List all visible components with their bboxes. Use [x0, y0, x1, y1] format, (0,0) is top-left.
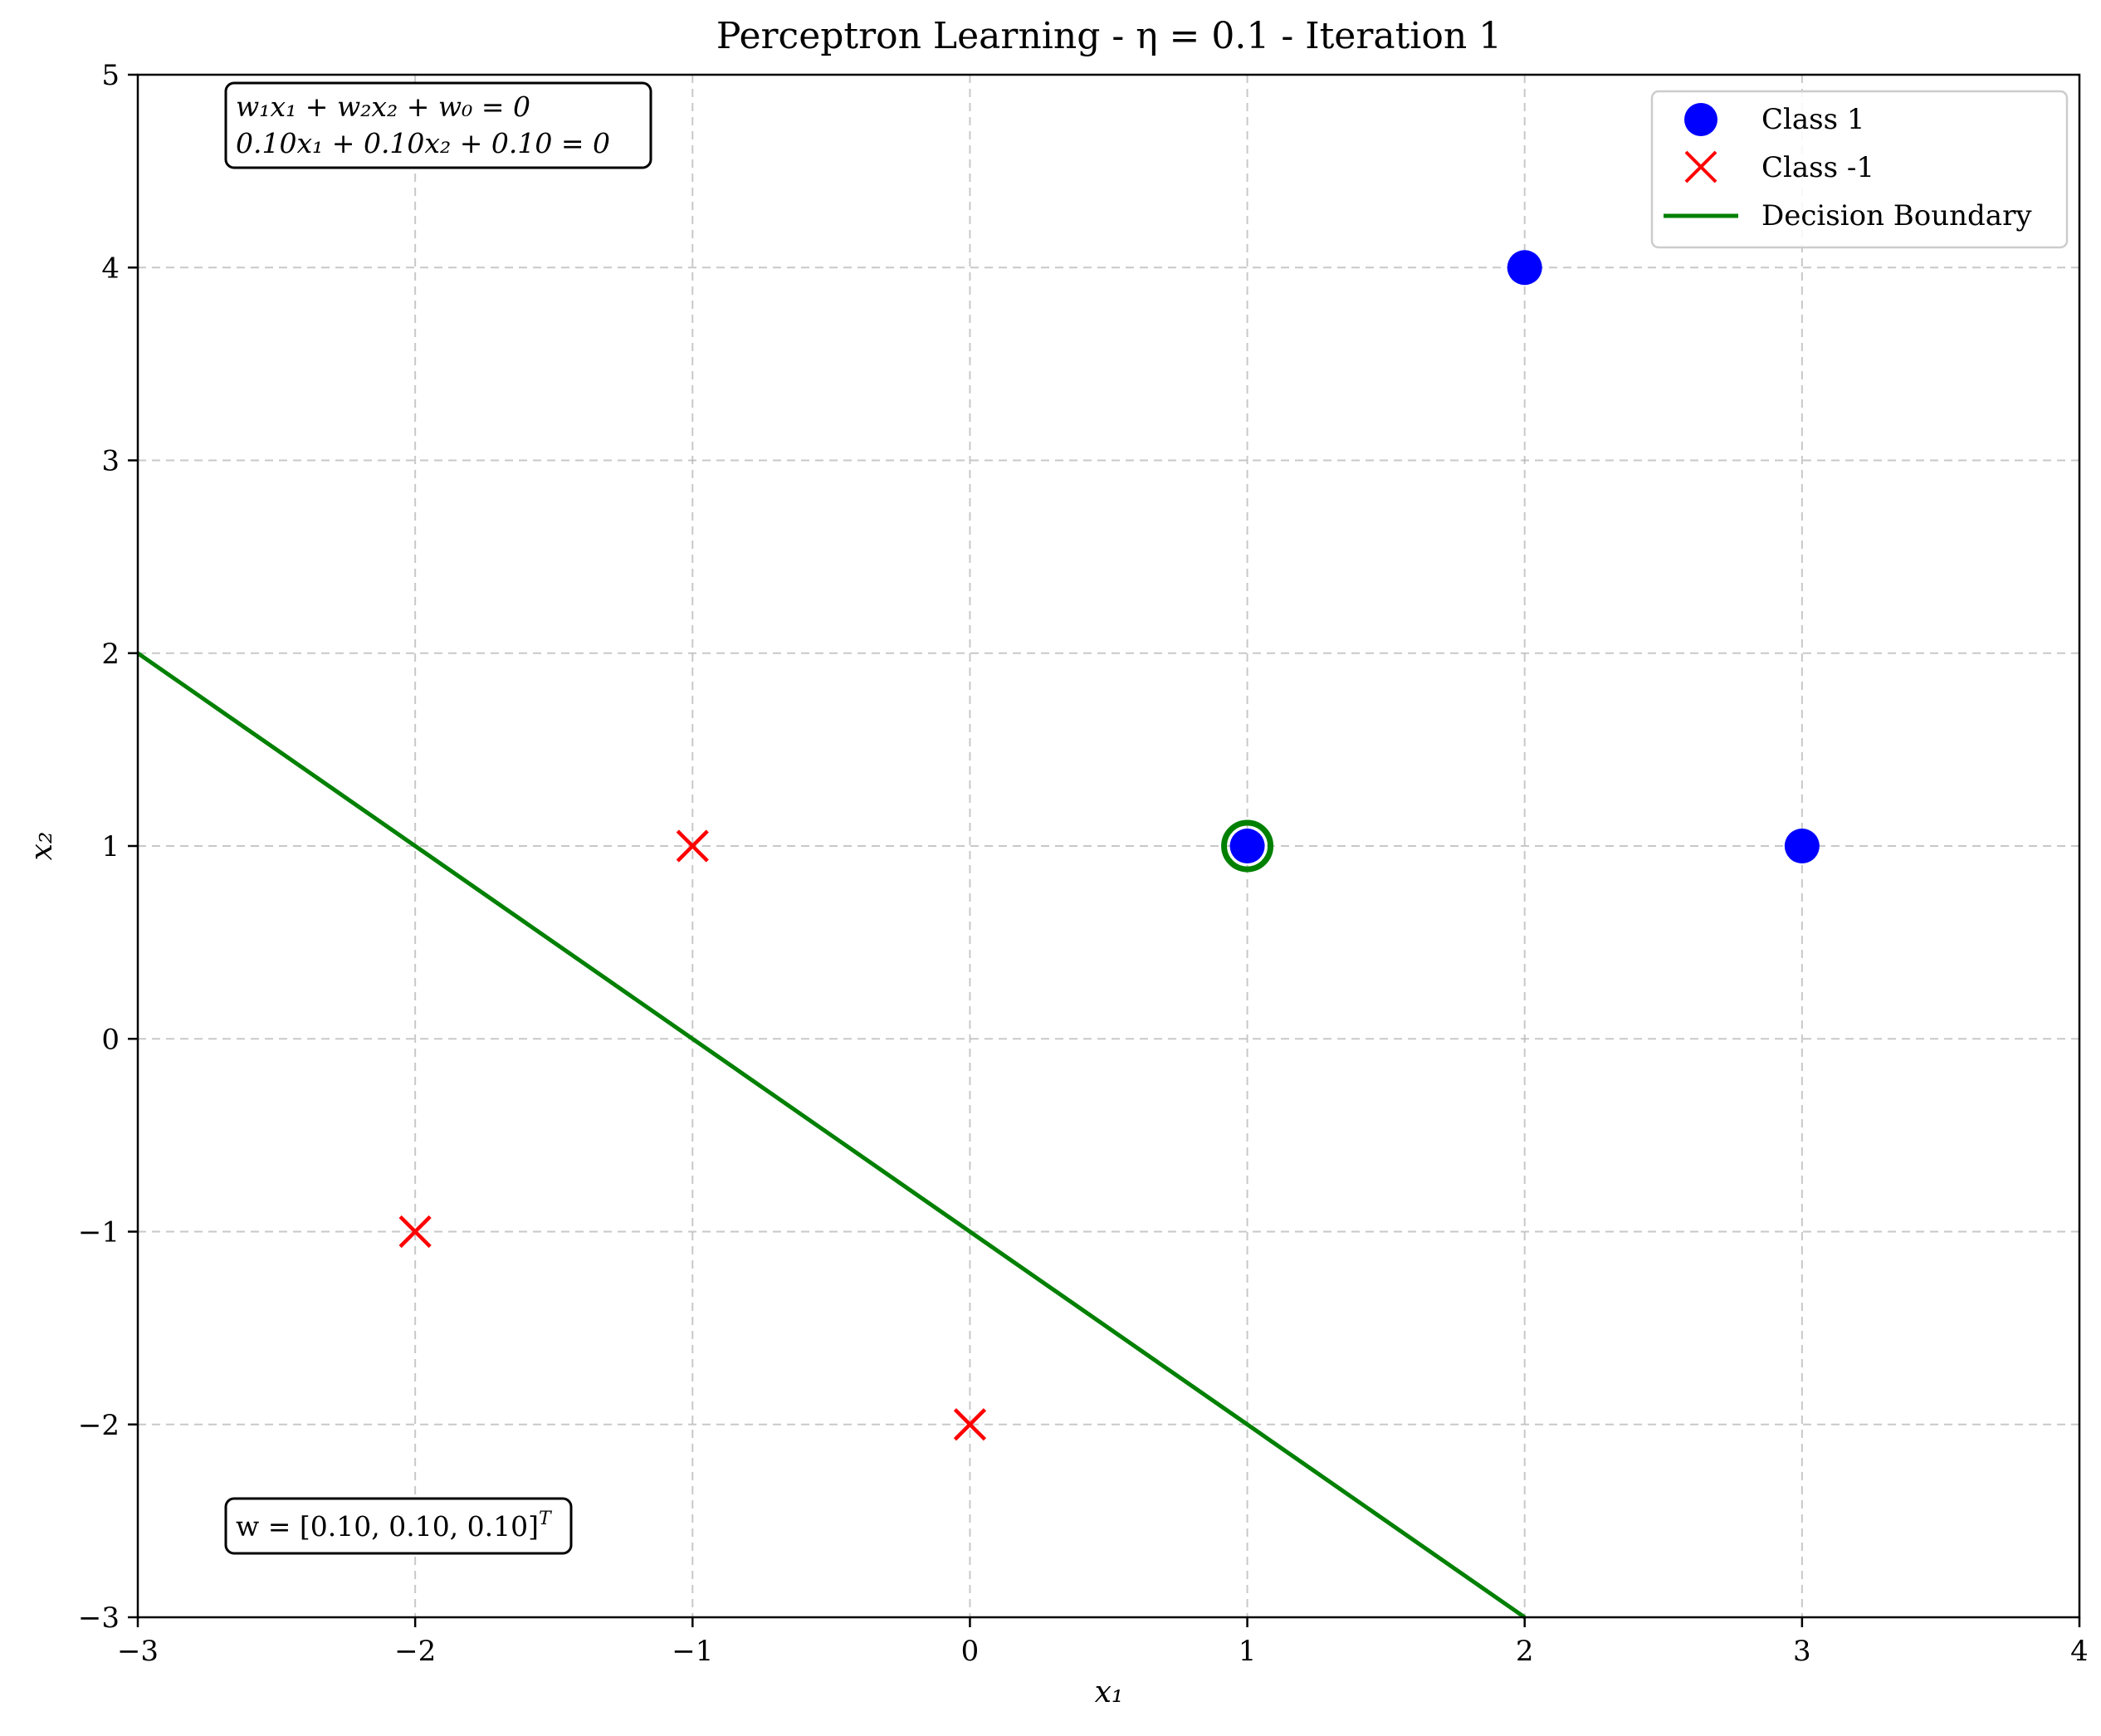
equation-box — [224, 81, 652, 169]
y-tick-label: −3 — [78, 1602, 120, 1635]
x-tick-label: −2 — [394, 1635, 436, 1668]
class1-point — [1784, 829, 1820, 863]
y-tick-label: 4 — [101, 252, 120, 285]
class-neg1-point — [953, 1408, 987, 1441]
weights-box — [224, 1497, 573, 1555]
x-marker-stroke — [676, 829, 709, 863]
class1-point — [1507, 250, 1542, 286]
y-tick-label: −1 — [78, 1216, 120, 1249]
y-tick-label: 1 — [101, 830, 120, 863]
equation-general: w₁x₁ + w₂x₂ + w₀ = 0 — [236, 90, 530, 123]
x-tick-label: 4 — [2070, 1635, 2089, 1668]
y-tick-label: 0 — [101, 1023, 120, 1056]
y-tick-label: 5 — [101, 59, 120, 92]
legend-boundary-label: Decision Boundary — [1761, 199, 2032, 232]
x-tick-label: 3 — [1793, 1635, 1811, 1668]
data-points — [398, 250, 1820, 1441]
equation-annotation: w₁x₁ + w₂x₂ + w₀ = 0 0.10x₁ + 0.10x₂ + 0… — [224, 81, 652, 169]
y-tick-label: 2 — [101, 638, 120, 671]
y-axis-label: x₂ — [25, 832, 59, 861]
legend-class1-label: Class 1 — [1761, 103, 1865, 136]
class-neg1-point — [398, 1215, 432, 1249]
axis-ticks: −3 −2 −1 0 1 2 3 4 −3 −2 −1 0 1 2 3 4 5 — [78, 59, 2089, 1668]
x-marker-stroke — [953, 1408, 987, 1441]
y-tick-label: 3 — [101, 445, 120, 478]
class-neg1-point — [676, 829, 709, 863]
x-marker-stroke — [398, 1215, 432, 1249]
decision-boundary-line — [136, 651, 1527, 1620]
x-tick-label: −3 — [117, 1635, 159, 1668]
legend-class1-marker — [1684, 103, 1717, 136]
class1-point — [1229, 829, 1265, 863]
weights-annotation: w = [0.10, 0.10, 0.10]T — [224, 1497, 573, 1555]
highlighted-point-ring — [1221, 819, 1274, 873]
equation-values: 0.10x₁ + 0.10x₂ + 0.10 = 0 — [236, 127, 610, 159]
weights-vector-main: w = [0.10, 0.10, 0.10] — [236, 1510, 539, 1543]
y-tick-label: −2 — [78, 1409, 120, 1442]
x-axis-label: x₁ — [1095, 1675, 1124, 1709]
legend-box — [1650, 90, 2069, 249]
legend-class-neg1-marker — [1684, 150, 1717, 183]
x-tick-label: −1 — [672, 1635, 713, 1668]
chart-title: Perceptron Learning - η = 0.1 - Iteratio… — [716, 15, 1502, 57]
weights-vector-superscript: T — [539, 1509, 553, 1529]
decision-boundary-layer — [136, 651, 1527, 1620]
x-tick-label: 2 — [1516, 1635, 1534, 1668]
weights-vector-text: w = [0.10, 0.10, 0.10]T — [236, 1509, 553, 1543]
x-tick-label: 1 — [1239, 1635, 1257, 1668]
legend: Class 1 Class -1 Decision Boundary — [1650, 90, 2069, 249]
x-tick-label: 0 — [961, 1635, 980, 1668]
legend-class-neg1-label: Class -1 — [1761, 151, 1874, 184]
